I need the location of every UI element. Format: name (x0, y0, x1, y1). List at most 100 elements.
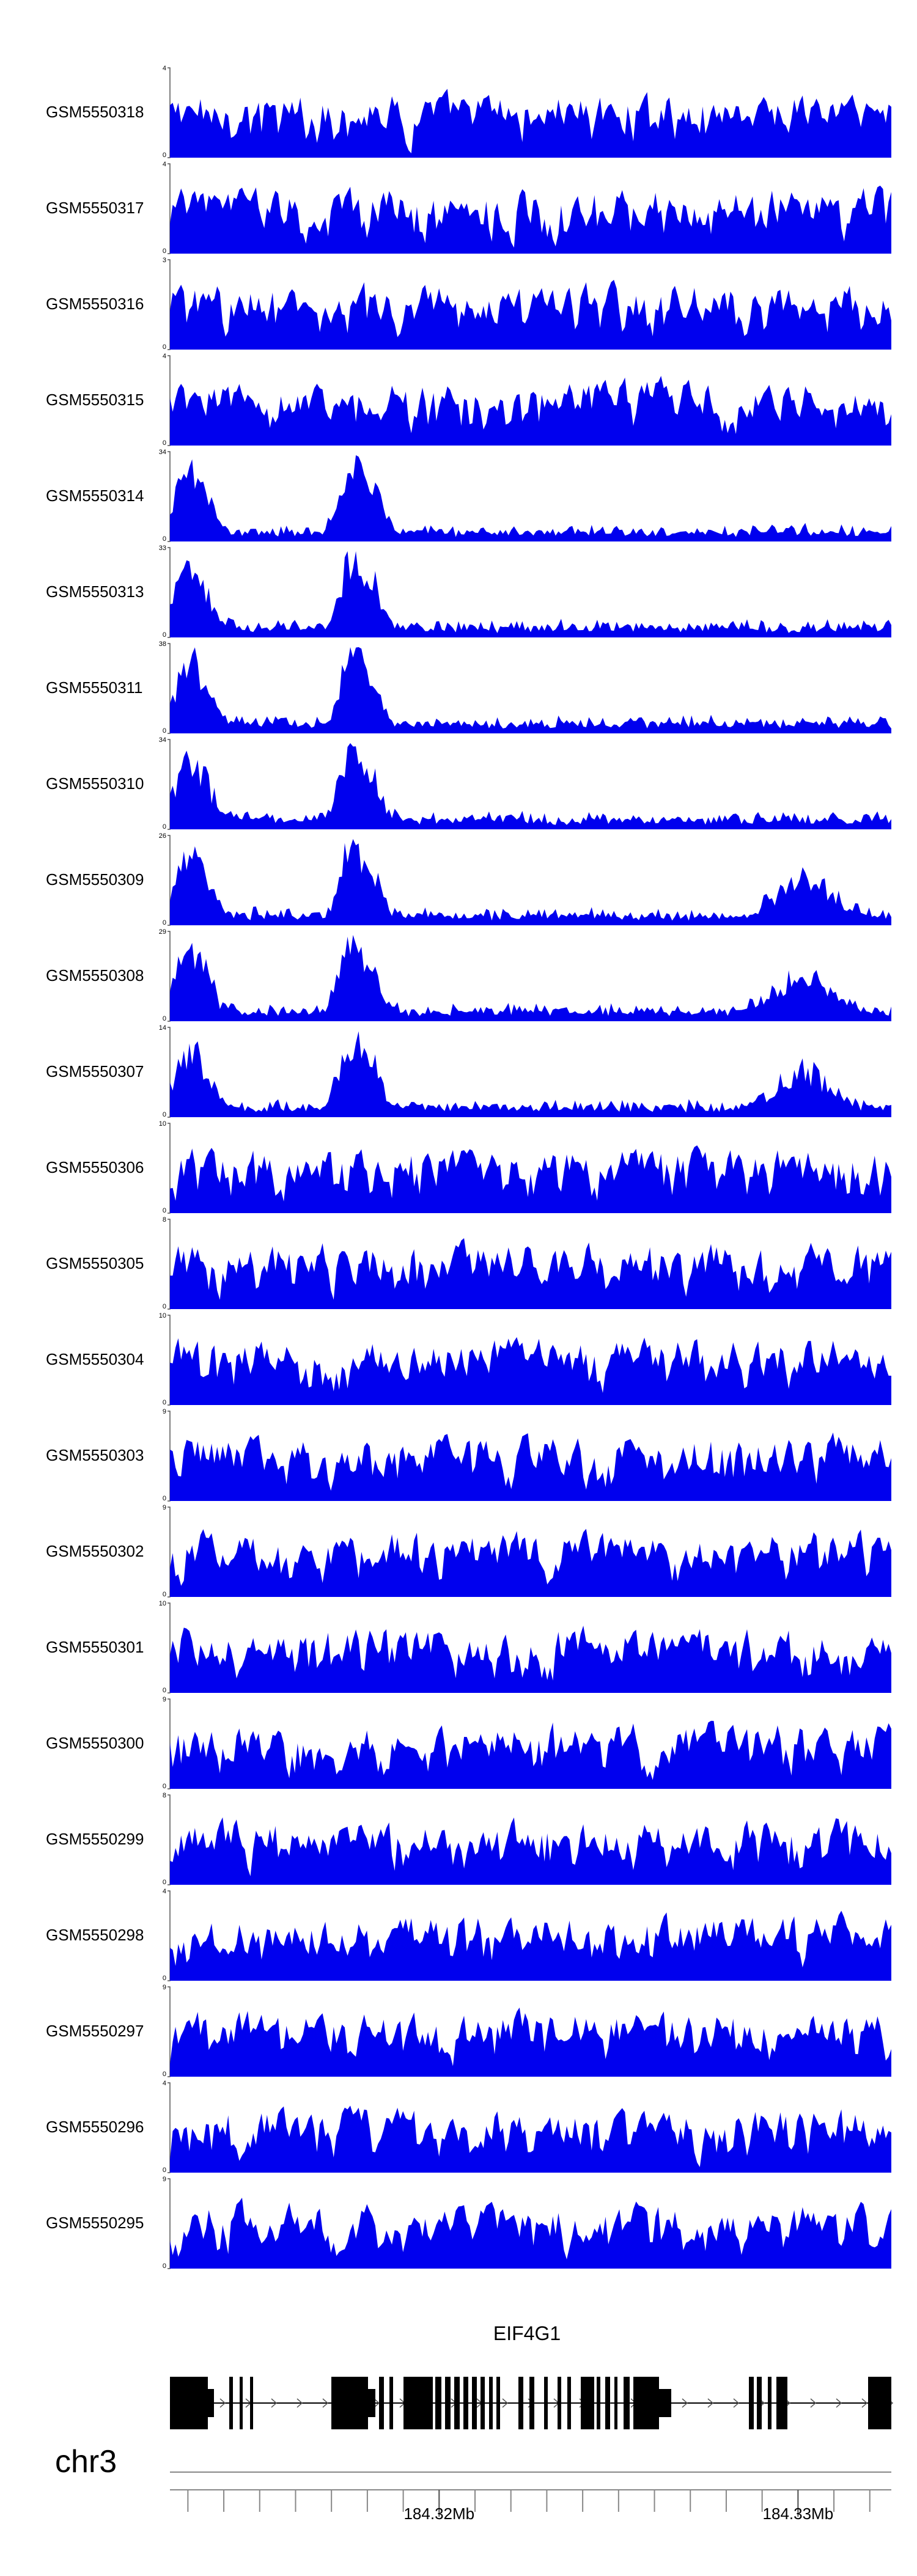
track-ymax-label: 26 (158, 832, 166, 840)
exon-block (379, 2377, 384, 2429)
track-ymin-label: 0 (162, 823, 166, 831)
axis-tick-label: 184.33Mb (762, 2504, 834, 2523)
coverage-track (168, 835, 891, 926)
strand-chevron (502, 2398, 509, 2408)
coverage-area (170, 838, 891, 925)
chromosome-label: chr3 (55, 2444, 117, 2479)
track-y-axis (168, 1315, 171, 1406)
track-y-axis (168, 1411, 171, 1502)
coverage-area (170, 1817, 891, 1885)
axis-tick-label: 184.32Mb (403, 2504, 475, 2523)
strand-chevron (219, 2398, 226, 2408)
exon-block (757, 2377, 762, 2429)
exon-block (240, 2377, 243, 2429)
exon-block (768, 2377, 772, 2429)
coverage-area (170, 1528, 891, 1597)
coverage-track (168, 1890, 891, 1981)
track-ymax-label: 4 (162, 2080, 166, 2087)
strand-chevron (296, 2398, 303, 2408)
track-ymax-label: 4 (162, 65, 166, 72)
coverage-track (168, 1219, 891, 1310)
track-label: GSM5550302 (46, 1542, 144, 1560)
track-ymax-label: 4 (162, 161, 166, 168)
strand-chevron (733, 2398, 740, 2408)
track-ymin-label: 0 (162, 2071, 166, 2078)
track-y-axis (168, 1602, 171, 1693)
exon-block (454, 2377, 460, 2429)
exon-block (481, 2377, 485, 2429)
track-label: GSM5550318 (46, 103, 144, 121)
track-ymin-label: 0 (162, 1591, 166, 1598)
track-y-axis (168, 451, 171, 542)
track-label: GSM5550313 (46, 582, 144, 601)
coverage-track (168, 1027, 891, 1118)
track-ymax-label: 8 (162, 1216, 166, 1224)
track-ymax-label: 8 (162, 1792, 166, 1799)
coverage-track (168, 1602, 891, 1693)
coverage-area (170, 1145, 891, 1213)
exon-block (749, 2377, 754, 2429)
coverage-area (170, 376, 891, 446)
exon-block (776, 2377, 787, 2429)
track-ymax-label: 38 (158, 640, 166, 648)
track-label: GSM5550300 (46, 1734, 144, 1752)
gene-name: EIF4G1 (493, 2322, 561, 2344)
coverage-area (170, 89, 891, 158)
track-label: GSM5550305 (46, 1254, 144, 1272)
track-ymax-label: 9 (162, 1408, 166, 1415)
track-ymax-label: 4 (162, 353, 166, 360)
exon-block (496, 2377, 500, 2429)
track-ymin-label: 0 (162, 1207, 166, 1214)
exon-block (435, 2377, 441, 2429)
track-ymin-label: 0 (162, 1495, 166, 1502)
track-y-axis (168, 1027, 171, 1118)
track-ymax-label: 9 (162, 1696, 166, 1703)
track-ymax-label: 14 (158, 1024, 166, 1032)
exon-block (659, 2389, 671, 2417)
coverage-area (170, 2007, 891, 2077)
track-y-axis (168, 643, 171, 734)
track-y-axis (168, 2082, 171, 2173)
track-label: GSM5550303 (46, 1446, 144, 1464)
track-label: GSM5550298 (46, 1926, 144, 1944)
track-y-axis (168, 547, 171, 638)
track-ymin-label: 0 (162, 727, 166, 735)
track-y-axis (168, 1123, 171, 1214)
track-label: GSM5550306 (46, 1158, 144, 1176)
track-y-axis (168, 1986, 171, 2077)
gene-model (170, 2377, 894, 2517)
track-label: GSM5550314 (46, 486, 144, 505)
track-label: GSM5550297 (46, 2022, 144, 2040)
track-ymin-label: 0 (162, 1399, 166, 1406)
track-label: GSM5550308 (46, 966, 144, 985)
coverage-area (170, 2105, 891, 2173)
exon-block (463, 2377, 468, 2429)
exon-block (581, 2377, 594, 2429)
track-y-axis (168, 739, 171, 830)
track-ymin-label: 0 (162, 1783, 166, 1790)
coverage-track (168, 259, 891, 350)
strand-chevron (810, 2398, 817, 2408)
exon-block (544, 2377, 548, 2429)
track-label: GSM5550311 (46, 678, 143, 697)
exon-block (331, 2377, 368, 2429)
track-ymax-label: 34 (158, 449, 166, 456)
exon-block (597, 2377, 600, 2429)
coverage-area (170, 1031, 891, 1117)
exon-block (605, 2377, 610, 2429)
exon-block (489, 2377, 493, 2429)
track-y-axis (168, 259, 171, 350)
track-label: GSM5550295 (46, 2214, 144, 2232)
coverage-track (168, 67, 891, 158)
coverage-track (168, 643, 891, 734)
coverage-area (170, 2198, 891, 2269)
track-label: GSM5550299 (46, 1830, 144, 1848)
track-ymin-label: 0 (162, 343, 166, 351)
coverage-area (170, 1238, 891, 1309)
track-label: GSM5550317 (46, 199, 144, 217)
coverage-tracks: GSM5550318 4 0 GSM5550317 4 0 GSM5550316 3 0 GSM5… (46, 65, 891, 2270)
strand-chevron (861, 2398, 868, 2408)
track-ymin-label: 0 (162, 1303, 166, 1310)
exon-block (403, 2377, 433, 2429)
coverage-area (170, 934, 891, 1021)
